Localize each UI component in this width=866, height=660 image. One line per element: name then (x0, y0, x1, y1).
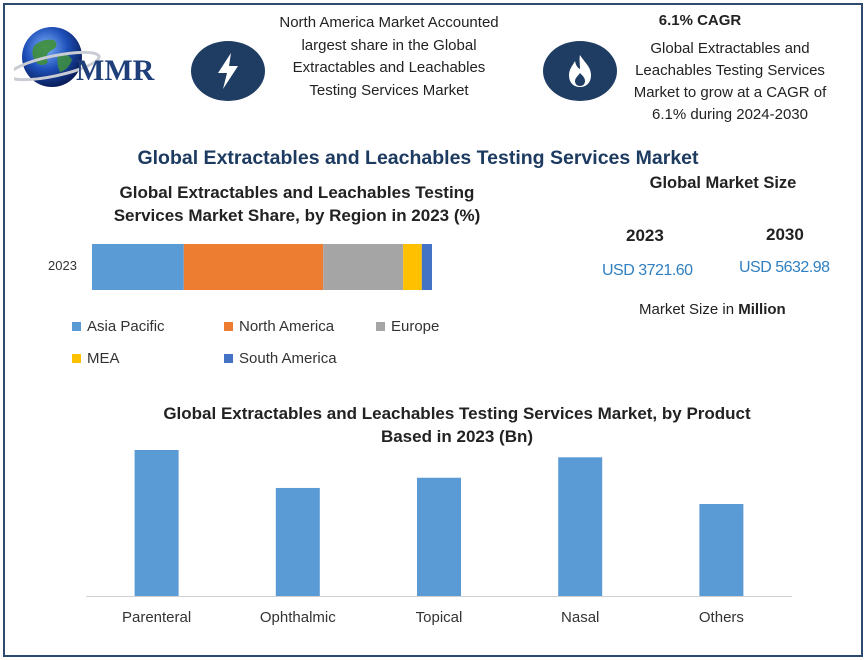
lightning-bolt-icon (218, 53, 238, 89)
market-size-unit-bold: Million (738, 301, 786, 318)
region-bar-segment-north-america (183, 244, 324, 290)
product-bar-others (699, 504, 744, 596)
legend-label-europe: Europe (391, 318, 440, 335)
legend-item-south-america: South America (224, 350, 337, 367)
legend-item-asia-pacific: Asia Pacific (72, 318, 165, 335)
legend-swatch-south-america (224, 354, 233, 363)
north-america-info: North America Market Accounted largest s… (279, 14, 499, 99)
cagr-description: Global Extractables and Leachables Testi… (633, 40, 827, 123)
market-size-unit-prefix: Market Size in (639, 301, 739, 318)
lightning-icon-badge (191, 41, 265, 101)
region-bar-segment-europe (323, 244, 404, 290)
product-tick-label-parenteral: Parenteral (122, 609, 191, 626)
product-bar-nasal (558, 457, 603, 596)
market-value-2030: USD 5632.98 (739, 259, 830, 276)
legend-swatch-north-america (224, 322, 233, 331)
market-size-title: Global Market Size (649, 174, 797, 192)
region-chart-year-label: 2023 (48, 258, 77, 273)
region-bar-segment-south-america (421, 244, 432, 290)
legend-swatch-europe (376, 322, 385, 331)
legend-swatch-mea (72, 354, 81, 363)
product-tick-label-others: Others (699, 609, 744, 626)
region-legend: Asia Pacific North America Europe MEA South … (72, 318, 492, 374)
mmr-logo: MMR (7, 24, 174, 94)
legend-swatch-asia-pacific (72, 322, 81, 331)
flame-icon (569, 55, 591, 87)
product-tick-label-nasal: Nasal (561, 609, 599, 626)
market-size-unit-note: Market Size in Million (639, 301, 786, 318)
region-stacked-bar-chart (92, 244, 432, 290)
legend-item-mea: MEA (72, 350, 120, 367)
product-tick-label-topical: Topical (416, 609, 463, 626)
year-2030-label: 2030 (766, 225, 804, 244)
product-bar-topical (417, 477, 461, 596)
globe-icon (7, 27, 101, 87)
page-frame (3, 3, 863, 657)
product-tick-label-ophthalmic: Ophthalmic (260, 609, 336, 626)
legend-item-north-america: North America (224, 318, 334, 335)
year-2023-label: 2023 (626, 226, 664, 245)
product-bar-parenteral (134, 450, 179, 596)
region-bar-segment-asia-pacific (92, 244, 184, 290)
legend-label-north-america: North America (239, 318, 335, 335)
region-bar-segment-mea (403, 244, 422, 290)
legend-label-asia-pacific: Asia Pacific (87, 318, 165, 335)
logo-text: MMR (76, 54, 155, 87)
flame-icon-badge (543, 41, 617, 101)
legend-item-europe: Europe (376, 318, 439, 335)
cagr-title: 6.1% CAGR (658, 12, 742, 29)
legend-label-south-america: South America (239, 350, 337, 367)
product-bar-chart: Parenteral Ophthalmic Topical Nasal Others (86, 450, 792, 626)
product-bar-ophthalmic (275, 487, 320, 596)
market-value-2023: USD 3721.60 (602, 262, 693, 279)
legend-label-mea: MEA (87, 350, 120, 367)
main-title: Global Extractables and Leachables Testi… (137, 147, 699, 169)
product-chart-title: Global Extractables and Leachables Testi… (163, 404, 751, 446)
region-chart-title: Global Extractables and Leachables Testi… (113, 183, 481, 225)
